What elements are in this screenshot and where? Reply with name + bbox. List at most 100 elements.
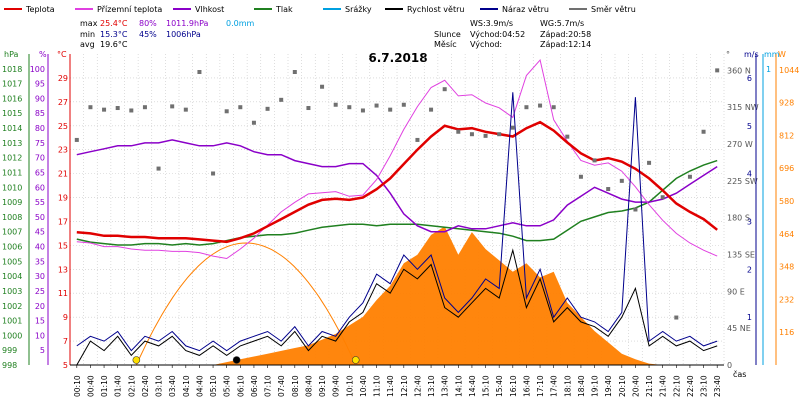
x-tick-label: 18:40	[577, 375, 586, 397]
humidity-axis-tick-label: 35	[35, 257, 45, 266]
wind-direction-point	[292, 70, 297, 75]
axis-title-pressure: hPa	[4, 50, 19, 59]
pressure-axis-tick-label: 1008	[2, 213, 22, 222]
x-tick-label: 15:10	[482, 375, 491, 397]
wind-direction-point	[674, 315, 679, 320]
humidity-axis-tick-label: 5	[40, 346, 45, 355]
x-tick-label: 00:10	[73, 375, 82, 397]
wind-direction-point	[469, 132, 474, 137]
wind-direction-point	[306, 106, 311, 111]
x-tick-label: 15:40	[495, 375, 504, 397]
temperature-axis-tick-label: 17	[58, 217, 68, 226]
wind-direction-point	[238, 105, 243, 110]
humidity-line	[76, 139, 718, 233]
solar-axis-tick-label: 928	[779, 99, 794, 108]
wind-direction-point	[551, 105, 556, 110]
speed-axis-tick-label: 6	[747, 74, 752, 83]
info-moonrise: Východ:	[470, 40, 502, 49]
pressure-axis-tick-label: 1012	[2, 154, 22, 163]
x-tick-label: 07:10	[264, 375, 273, 397]
wind-direction-point	[538, 103, 543, 108]
speed-axis-tick-label: 2	[747, 265, 752, 274]
axis-title-direction: °	[726, 50, 730, 59]
temperature-axis-tick-label: 19	[58, 194, 68, 203]
pressure-axis-tick-label: 1005	[2, 257, 22, 266]
temperature-axis-tick-label: 15	[58, 241, 68, 250]
pressure-line	[76, 159, 718, 246]
x-tick-label: 12:10	[400, 375, 409, 397]
x-tick-label: 09:10	[318, 375, 327, 397]
x-tick-label: 02:10	[127, 375, 136, 397]
info-moonset: Západ:12:14	[540, 40, 591, 49]
humidity-axis-tick-label: 75	[35, 139, 45, 148]
stats-min-press: 1006hPa	[166, 30, 201, 39]
axis-title-rain: mm	[764, 50, 780, 59]
wind-direction-point	[456, 129, 461, 134]
wind-direction-point	[647, 160, 652, 165]
wind-direction-point	[660, 195, 665, 200]
legend: Teplota Přízemní teplota Vlhkost Tlak Srážky…	[4, 5, 636, 14]
x-tick-label: 08:40	[304, 375, 313, 397]
x-tick-label: 05:40	[223, 375, 232, 397]
x-tick-label: 01:40	[114, 375, 123, 397]
x-tick-label: 00:40	[86, 375, 95, 397]
x-tick-label: 10:10	[345, 375, 354, 397]
wind-direction-point	[360, 108, 365, 113]
humidity-axis-tick-label: 15	[35, 317, 45, 326]
speed-axis: 1 2 3 4 5 6	[747, 74, 752, 322]
info-sunrise: Východ:04:52	[470, 30, 525, 39]
wind-direction-point	[224, 109, 229, 114]
info-sun-label: Slunce	[434, 30, 461, 39]
stats-avg-temp: 19.6°C	[100, 40, 128, 49]
temperature-axis-tick-label: 13	[58, 265, 68, 274]
pressure-axis-tick-label: 1018	[2, 65, 22, 74]
wind-direction-point	[374, 103, 379, 108]
stats-max-rain: 0.0mm	[226, 19, 255, 28]
humidity-axis-tick-label: 45	[35, 228, 45, 237]
wind-direction-point	[197, 70, 202, 75]
x-tick-label: 02:40	[141, 375, 150, 397]
wind-direction-point	[633, 207, 638, 212]
wind-direction-point	[388, 107, 393, 112]
x-tick-label: 22:10	[672, 375, 681, 397]
rain-axis-tick-label: 1	[766, 65, 771, 74]
x-tick-label: 17:10	[536, 375, 545, 397]
legend-label: Teplota	[25, 5, 55, 14]
stats-max-press: 1011.9hPa	[166, 19, 209, 28]
info-block: WS:3.9m/s WG:5.7m/s Slunce Východ:04:52 …	[434, 19, 591, 49]
pressure-axis-tick-label: 1002	[2, 302, 22, 311]
humidity-axis-tick-label: 50	[35, 213, 45, 222]
direction-axis-tick-label: 135 SE	[727, 251, 755, 260]
x-tick-label: 19:40	[604, 375, 613, 397]
pressure-axis-tick-label: 1003	[2, 287, 22, 296]
temperature-axis-tick-label: 11	[58, 289, 68, 298]
speed-axis-tick-label: 4	[747, 170, 752, 179]
x-tick-label: 20:40	[631, 375, 640, 397]
solar-axis: 116 232 348 464 580 696 812 928 1044	[779, 66, 799, 337]
wind-direction-point	[333, 102, 338, 107]
legend-label: Rychlost větru	[407, 5, 464, 14]
axis-title-speed: m/s	[744, 50, 759, 59]
wind-direction-point	[183, 107, 188, 112]
sun-event-marker	[132, 356, 141, 364]
humidity-axis-tick-label: 70	[35, 154, 45, 163]
wind-direction-point	[156, 166, 161, 171]
wind-direction-point	[510, 125, 515, 130]
stats-max-temp: 25.4°C	[100, 19, 128, 28]
pressure-axis-tick-label: 1016	[2, 94, 22, 103]
humidity-axis-tick-label: 30	[35, 272, 45, 281]
x-tick-label: 21:40	[659, 375, 668, 397]
axis-title-temperature: °C	[57, 50, 67, 59]
humidity-axis-tick-label: 90	[35, 94, 45, 103]
pressure-axis-tick-label: 998	[2, 361, 17, 370]
x-tick-label: 11:40	[386, 375, 395, 397]
pressure-axis: 998 999 1000 1001 1002 1003 1004 1005 1006 1007 10…	[2, 65, 22, 370]
solar-axis-tick-label: 812	[779, 131, 794, 140]
wind-speed-line	[76, 248, 718, 366]
humidity-axis-tick-label: 80	[35, 124, 45, 133]
x-tick-label: 23:10	[700, 375, 709, 397]
info-wg: WG:5.7m/s	[540, 19, 584, 28]
x-tick-label: 17:40	[550, 375, 559, 397]
solar-axis-tick-label: 464	[779, 230, 794, 239]
